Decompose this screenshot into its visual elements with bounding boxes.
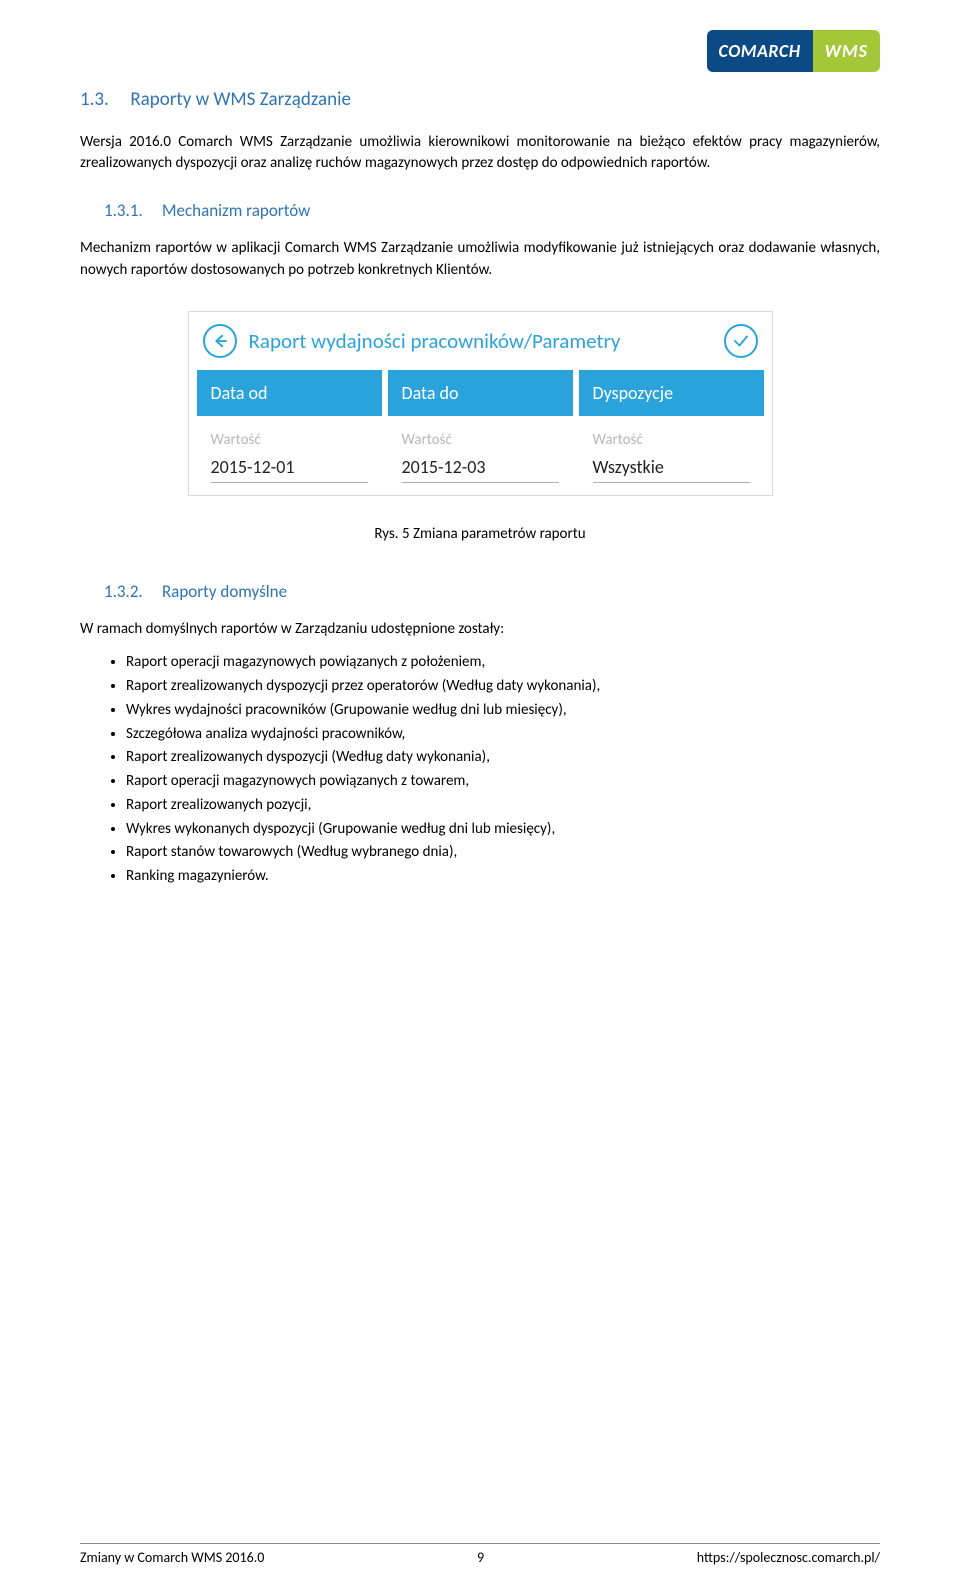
list-item: Raport operacji magazynowych powiązanych… [126,771,880,793]
heading-title: Raporty w WMS Zarządzanie [130,88,351,111]
column-value-label: Wartość [402,430,559,452]
column-value[interactable]: 2015-12-01 [211,454,368,483]
logo-right-text: WMS [813,30,880,72]
footer-page-number: 9 [477,1548,484,1568]
list-item: Raport zrealizowanych dyspozycji (Według… [126,747,880,769]
list-item: Raport stanów towarowych (Według wybrane… [126,842,880,864]
heading-title: Mechanizm raportów [162,200,310,221]
heading-num: 1.3.1. [104,200,143,221]
list-item: Raport zrealizowanych dyspozycji przez o… [126,676,880,698]
report-column: Dyspozycje Wartość Wszystkie [579,370,764,487]
brand-logo: COMARCH WMS [80,30,880,72]
report-column: Data od Wartość 2015-12-01 [197,370,382,487]
column-header: Data od [197,370,382,416]
paragraph-1-3-1: Mechanizm raportów w aplikacji Comarch W… [80,238,880,282]
heading-num: 1.3.2. [104,581,143,602]
heading-1-3-1: 1.3.1. Mechanizm raportów [104,199,880,224]
list-item: Wykres wydajności pracowników (Grupowani… [126,700,880,722]
footer-left: Zmiany w Comarch WMS 2016.0 [80,1548,264,1568]
column-value-label: Wartość [593,430,750,452]
list-item: Ranking magazynierów. [126,866,880,888]
figure-report-params: Raport wydajności pracowników/Parametry … [80,311,880,556]
column-value-label: Wartość [211,430,368,452]
back-icon[interactable] [203,324,237,358]
logo-left-text: COMARCH [707,30,813,72]
page-footer: Zmiany w Comarch WMS 2016.0 9 https://sp… [80,1543,880,1568]
heading-title: Raporty domyślne [162,581,287,602]
list-item: Szczegółowa analiza wydajności pracownik… [126,724,880,746]
column-header: Dyspozycje [579,370,764,416]
report-params-card: Raport wydajności pracowników/Parametry … [188,311,773,496]
column-value[interactable]: 2015-12-03 [402,454,559,483]
confirm-icon[interactable] [724,324,758,358]
footer-right: https://spolecznosc.comarch.pl/ [697,1548,880,1568]
paragraph-1-3-2-intro: W ramach domyślnych raportów w Zarządzan… [80,619,880,641]
report-columns: Data od Wartość 2015-12-01 Data do Warto… [197,370,764,487]
heading-1-3: 1.3. Raporty w WMS Zarządzanie [80,86,880,114]
list-item: Raport zrealizowanych pozycji, [126,795,880,817]
paragraph-1-3: Wersja 2016.0 Comarch WMS Zarządzanie um… [80,132,880,176]
heading-num: 1.3. [80,88,109,111]
column-header: Data do [388,370,573,416]
report-column: Data do Wartość 2015-12-03 [388,370,573,487]
heading-1-3-2: 1.3.2. Raporty domyślne [104,580,880,605]
column-value[interactable]: Wszystkie [593,454,750,483]
report-title-text: Raport wydajności pracowników/Parametry [249,326,712,356]
default-reports-list: Raport operacji magazynowych powiązanych… [126,652,880,888]
list-item: Raport operacji magazynowych powiązanych… [126,652,880,674]
list-item: Wykres wykonanych dyspozycji (Grupowanie… [126,819,880,841]
figure-caption: Rys. 5 Zmiana parametrów raportu [374,524,585,546]
